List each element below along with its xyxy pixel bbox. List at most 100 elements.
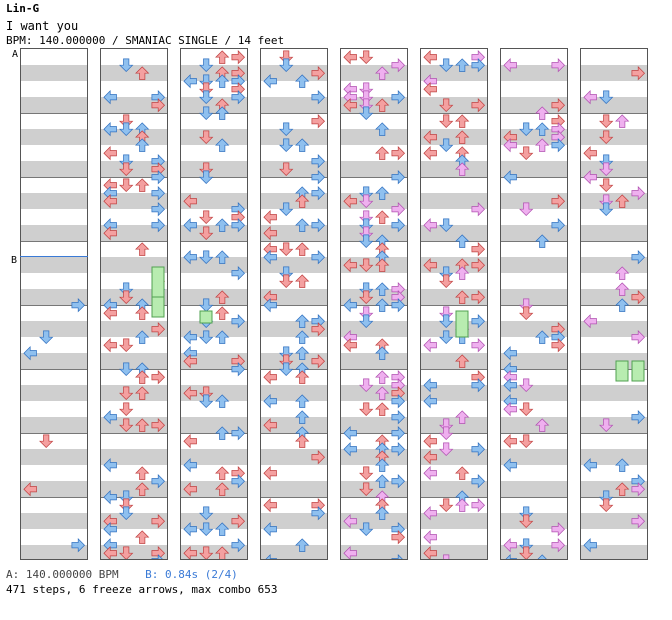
step-arrow-down xyxy=(359,50,374,65)
step-arrow-left xyxy=(423,394,437,409)
step-arrow-down xyxy=(279,138,294,153)
step-arrow-left xyxy=(503,538,517,553)
beat-band xyxy=(501,481,567,497)
beat-band xyxy=(421,545,487,559)
step-arrow-left xyxy=(183,194,197,209)
beat-band xyxy=(21,161,87,177)
step-arrow-left xyxy=(423,546,437,559)
step-arrow-right xyxy=(311,170,326,185)
measure-line xyxy=(421,241,487,242)
step-arrow-up xyxy=(615,282,630,296)
step-arrow-down xyxy=(199,130,214,145)
step-arrow-down xyxy=(119,418,134,433)
step-arrow-right xyxy=(471,290,486,305)
step-arrow-right xyxy=(151,370,166,385)
arrow-layer xyxy=(583,66,646,553)
step-arrow-down xyxy=(519,506,534,521)
measure-line xyxy=(21,433,87,434)
step-arrow-right xyxy=(391,146,406,161)
step-arrow-down xyxy=(519,546,534,559)
measure-line xyxy=(341,113,407,114)
step-arrow-down xyxy=(519,538,534,553)
beat-band xyxy=(261,321,327,337)
step-arrow-down xyxy=(119,58,134,73)
step-arrow-down xyxy=(439,58,454,73)
step-arrow-down xyxy=(599,162,614,177)
measure-line xyxy=(421,433,487,434)
step-arrow-down xyxy=(519,298,534,313)
step-arrow-left xyxy=(263,226,277,241)
step-arrow-up xyxy=(295,218,310,232)
measure-line xyxy=(261,433,327,434)
step-arrow-up xyxy=(375,386,390,400)
step-arrow-up xyxy=(455,410,470,424)
step-arrow-up xyxy=(375,186,390,200)
measure-line xyxy=(501,497,567,498)
beat-band xyxy=(21,225,87,241)
beat-band xyxy=(581,545,647,559)
beat-band xyxy=(101,545,167,559)
step-arrow-left xyxy=(423,50,437,65)
step-arrow-down xyxy=(119,546,134,559)
beat-band xyxy=(101,289,167,305)
step-arrow-down xyxy=(279,50,294,65)
step-arrow-up xyxy=(215,466,230,480)
step-arrow-down xyxy=(119,402,134,417)
step-arrow-right xyxy=(631,66,646,81)
beat-band xyxy=(341,481,407,497)
step-arrow-down xyxy=(439,314,454,329)
step-arrow-up xyxy=(615,482,630,496)
measure-line xyxy=(421,177,487,178)
measure-line xyxy=(261,369,327,370)
step-arrow-left xyxy=(103,306,117,321)
beat-band xyxy=(421,353,487,369)
step-arrow-down xyxy=(439,330,454,345)
beat-band xyxy=(421,65,487,81)
step-arrow-down xyxy=(359,186,374,201)
bpm-a-label: A: 140.000000 BPM xyxy=(6,568,119,581)
beat-band xyxy=(501,545,567,559)
step-arrow-down xyxy=(519,146,534,161)
step-arrow-down xyxy=(279,162,294,177)
step-arrow-left xyxy=(183,74,197,89)
step-arrow-down xyxy=(279,354,294,369)
measure-line xyxy=(261,113,327,114)
step-arrow-left xyxy=(183,434,197,449)
beat-band xyxy=(501,417,567,433)
beat-band xyxy=(421,129,487,145)
stop-b-label: B: 0.84s (2/4) xyxy=(145,568,238,581)
step-arrow-up xyxy=(535,138,550,152)
step-arrow-down xyxy=(199,546,214,559)
step-arrow-up xyxy=(295,410,310,424)
step-arrow-down xyxy=(199,298,214,313)
measure-line xyxy=(21,241,87,242)
step-arrow-down xyxy=(119,338,134,353)
chart-column xyxy=(260,48,328,560)
step-arrow-left xyxy=(265,554,277,559)
step-arrow-left xyxy=(343,514,357,529)
step-arrow-down xyxy=(439,274,454,289)
step-arrow-up xyxy=(375,210,390,224)
beat-band xyxy=(21,513,87,529)
beat-band xyxy=(101,129,167,145)
beat-band xyxy=(181,545,247,559)
beat-band xyxy=(261,129,327,145)
beat-band xyxy=(421,321,487,337)
beat-band xyxy=(581,161,647,177)
step-arrow-up xyxy=(135,138,150,152)
step-arrow-down xyxy=(279,266,294,281)
step-arrow-right xyxy=(231,426,246,441)
beat-band xyxy=(501,225,567,241)
step-arrow-right xyxy=(391,394,406,409)
step-arrow-left xyxy=(103,122,117,137)
measure-line xyxy=(501,369,567,370)
beat-band xyxy=(101,321,167,337)
beat-band xyxy=(261,385,327,401)
step-arrow-right xyxy=(311,114,326,129)
measure-line xyxy=(261,497,327,498)
measure-line xyxy=(421,113,487,114)
beat-band xyxy=(261,449,327,465)
beat-band xyxy=(181,257,247,273)
step-arrow-down xyxy=(199,386,214,401)
beat-band xyxy=(101,257,167,273)
